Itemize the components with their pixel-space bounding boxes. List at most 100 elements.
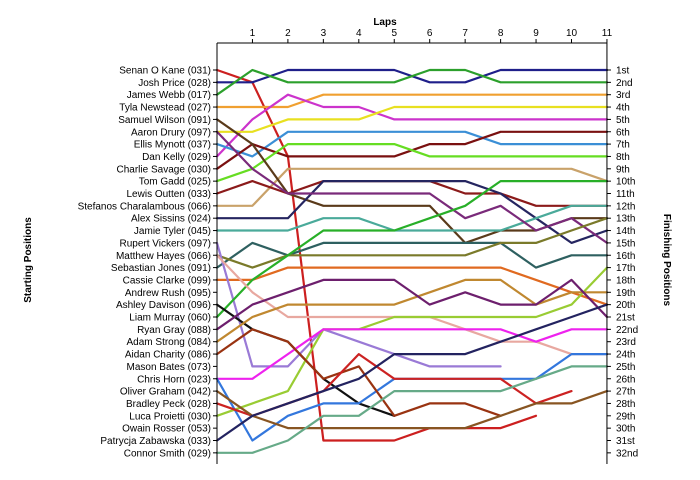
driver-label: Stefanos Charalambous (066) [78, 201, 211, 212]
driver-label: Patrycja Zabawska (033) [100, 436, 211, 447]
series-line-start-7 [215, 130, 609, 158]
finishing-position-label: 8th [616, 152, 630, 163]
driver-label: James Webb (017) [127, 90, 211, 101]
driver-label: Cassie Clarke (099) [123, 275, 211, 286]
series-line-start-16 [215, 241, 609, 269]
driver-label: Dan Kelly (029) [142, 152, 211, 163]
series-line-start-31 [215, 303, 609, 442]
finishing-position-label: 17th [616, 263, 635, 274]
driver-label: Aaron Drury (097) [131, 127, 211, 138]
x-tick-label: 7 [462, 28, 468, 39]
series-line-start-13 [215, 180, 609, 244]
left-axis-title: Starting Positions [23, 217, 34, 303]
finishing-position-label: 28th [616, 399, 635, 410]
driver-label: Andrew Rush (095) [125, 288, 211, 299]
driver-label: Lewis Outten (033) [127, 189, 212, 200]
driver-label: Samuel Wilson (091) [118, 115, 211, 126]
driver-label: Chris Horn (023) [137, 374, 211, 385]
finishing-position-label: 1st [616, 66, 630, 77]
series-line-start-19 [215, 241, 502, 368]
finishing-position-label: 29th [616, 411, 635, 422]
series-line-start-20 [215, 180, 609, 319]
axes: 1 2 3 4 5 6 7 8 9 10 11 Senan O Kane (031)Josh Pric… [78, 28, 638, 464]
series-line-start-4 [215, 93, 609, 109]
finishing-position-label: 27th [616, 387, 635, 398]
series-line-start-23 [215, 266, 609, 417]
finishing-position-label: 31st [616, 436, 635, 447]
driver-label: Mason Bates (073) [127, 362, 212, 373]
finishing-position-label: 11th [616, 189, 635, 200]
finishing-position-label: 4th [616, 103, 630, 114]
finishing-position-label: 5th [616, 115, 630, 126]
series-line-start-10 [215, 167, 609, 207]
series-line-start-18 [215, 266, 609, 306]
driver-label: Senan O Kane (031) [119, 66, 211, 77]
x-tick-label: 4 [356, 28, 362, 39]
driver-label: Bradley Peck (028) [126, 399, 211, 410]
x-tick-label: 8 [498, 28, 504, 39]
x-tick-label: 1 [250, 28, 256, 39]
series-line-start-3 [215, 68, 609, 96]
driver-label: Sebastian Jones (091) [111, 263, 211, 274]
finishing-position-label: 2nd [616, 78, 633, 89]
finishing-position-label: 14th [616, 226, 635, 237]
finishing-position-label: 12th [616, 201, 635, 212]
finishing-position-label: 3rd [616, 90, 630, 101]
x-tick-label: 10 [566, 28, 578, 39]
finishing-position-label: 6th [616, 127, 630, 138]
finishing-position-label: 22nd [616, 325, 638, 336]
x-tick-label: 2 [285, 28, 291, 39]
series-line-start-5 [215, 93, 609, 158]
driver-label: Adam Strong (084) [127, 337, 212, 348]
driver-label: Alex Sissins (024) [131, 214, 211, 225]
finishing-position-label: 19th [616, 288, 635, 299]
series-line-start-1 [215, 68, 538, 442]
finishing-position-label: 24th [616, 350, 635, 361]
series-line-start-28 [215, 328, 502, 417]
x-tick-label: 11 [602, 28, 613, 39]
driver-label: Tyla Newstead (027) [119, 103, 211, 114]
driver-label: Josh Price (028) [138, 78, 211, 89]
right-axis-title: Finishing Positions [661, 214, 672, 307]
finishing-position-label: 25th [616, 362, 635, 373]
finishing-position-label: 30th [616, 424, 635, 435]
finishing-position-label: 16th [616, 251, 635, 262]
driver-label: Oliver Graham (042) [120, 387, 211, 398]
series-line-start-24 [215, 278, 609, 343]
driver-label: Luca Proietti (030) [129, 411, 211, 422]
series-lines [215, 68, 609, 454]
driver-label: Jamie Tyler (045) [134, 226, 211, 237]
series-line-start-9 [215, 143, 609, 183]
driver-label: Matthew Hayes (066) [116, 251, 211, 262]
series-line-start-26 [215, 328, 609, 380]
finishing-position-label: 32nd [616, 448, 638, 459]
finishing-position-label: 26th [616, 374, 635, 385]
driver-label: Rupert Vickers (097) [119, 238, 211, 249]
series-line-start-25 [215, 278, 609, 331]
series-line-start-14 [215, 204, 609, 232]
driver-label: Ashley Davison (096) [116, 300, 211, 311]
x-tick-label: 9 [533, 28, 539, 39]
finishing-position-label: 9th [616, 164, 630, 175]
x-tick-label: 3 [321, 28, 327, 39]
driver-label: Aidan Charity (086) [125, 350, 211, 361]
driver-label: Liam Murray (060) [129, 313, 211, 324]
finishing-position-label: 15th [616, 238, 635, 249]
finishing-position-label: 10th [616, 177, 635, 188]
x-tick-label: 6 [427, 28, 433, 39]
driver-label: Ryan Gray (088) [137, 325, 211, 336]
finishing-position-label: 23rd [616, 337, 636, 348]
driver-label: Ellis Mynott (037) [134, 140, 211, 151]
x-axis-title: Laps [373, 17, 397, 28]
finishing-position-label: 21st [616, 313, 635, 324]
driver-label: Owain Rosser (053) [122, 424, 211, 435]
driver-label: Connor Smith (029) [124, 448, 211, 459]
finishing-position-label: 20th [616, 300, 635, 311]
finishing-position-label: 13th [616, 214, 635, 225]
driver-label: Charlie Savage (030) [117, 164, 212, 175]
driver-label: Tom Gadd (025) [139, 177, 211, 188]
x-tick-label: 5 [391, 28, 397, 39]
series-line-start-32 [215, 365, 609, 454]
